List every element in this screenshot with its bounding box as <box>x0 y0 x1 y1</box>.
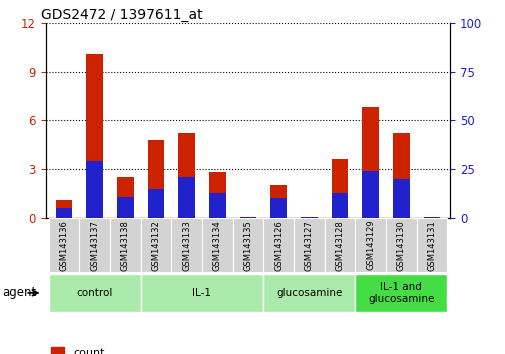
Legend: count, percentile rank within the sample: count, percentile rank within the sample <box>51 347 261 354</box>
Text: GSM143131: GSM143131 <box>427 220 436 270</box>
Text: GSM143137: GSM143137 <box>90 220 99 270</box>
Bar <box>117 196 133 218</box>
Text: IL-1 and
glucosamine: IL-1 and glucosamine <box>367 282 434 304</box>
Bar <box>392 179 409 218</box>
Text: agent: agent <box>3 286 37 299</box>
Bar <box>239 217 256 218</box>
Bar <box>178 177 194 218</box>
FancyBboxPatch shape <box>293 218 324 272</box>
Text: glucosamine: glucosamine <box>276 288 342 298</box>
FancyBboxPatch shape <box>263 218 293 272</box>
FancyBboxPatch shape <box>48 274 140 312</box>
Bar <box>86 161 103 218</box>
Text: GSM143129: GSM143129 <box>366 220 374 270</box>
FancyBboxPatch shape <box>355 274 446 312</box>
FancyBboxPatch shape <box>48 218 79 272</box>
Bar <box>423 217 439 218</box>
Bar <box>239 217 256 218</box>
FancyBboxPatch shape <box>140 274 263 312</box>
Text: IL-1: IL-1 <box>192 288 211 298</box>
Bar <box>86 54 103 218</box>
FancyBboxPatch shape <box>79 218 110 272</box>
FancyBboxPatch shape <box>385 218 416 272</box>
Bar <box>209 193 225 218</box>
Bar <box>178 133 194 218</box>
FancyBboxPatch shape <box>355 218 385 272</box>
FancyBboxPatch shape <box>263 274 355 312</box>
FancyBboxPatch shape <box>171 218 201 272</box>
Bar <box>423 217 439 218</box>
FancyBboxPatch shape <box>140 218 171 272</box>
Text: GSM143128: GSM143128 <box>335 220 344 270</box>
FancyBboxPatch shape <box>110 218 140 272</box>
Text: GSM143130: GSM143130 <box>396 220 405 270</box>
Bar <box>270 185 286 218</box>
Bar <box>362 107 378 218</box>
Bar <box>147 188 164 218</box>
Bar <box>362 171 378 218</box>
Bar <box>270 198 286 218</box>
Text: GDS2472 / 1397611_at: GDS2472 / 1397611_at <box>41 8 203 22</box>
FancyBboxPatch shape <box>416 218 446 272</box>
Text: GSM143138: GSM143138 <box>121 220 129 270</box>
Text: control: control <box>76 288 113 298</box>
Bar <box>56 208 72 218</box>
Bar <box>300 217 317 218</box>
FancyBboxPatch shape <box>232 218 263 272</box>
Text: GSM143134: GSM143134 <box>213 220 221 270</box>
FancyBboxPatch shape <box>201 218 232 272</box>
Bar <box>331 159 347 218</box>
Bar <box>117 177 133 218</box>
Bar <box>331 193 347 218</box>
Text: GSM143135: GSM143135 <box>243 220 252 270</box>
Text: GSM143127: GSM143127 <box>304 220 313 270</box>
Bar <box>392 133 409 218</box>
Text: GSM143136: GSM143136 <box>59 220 68 270</box>
Bar <box>147 140 164 218</box>
Bar <box>209 172 225 218</box>
Text: GSM143133: GSM143133 <box>182 220 191 270</box>
Text: GSM143126: GSM143126 <box>274 220 282 270</box>
Bar <box>300 217 317 218</box>
Bar <box>56 200 72 218</box>
FancyBboxPatch shape <box>324 218 355 272</box>
Text: GSM143132: GSM143132 <box>151 220 160 270</box>
